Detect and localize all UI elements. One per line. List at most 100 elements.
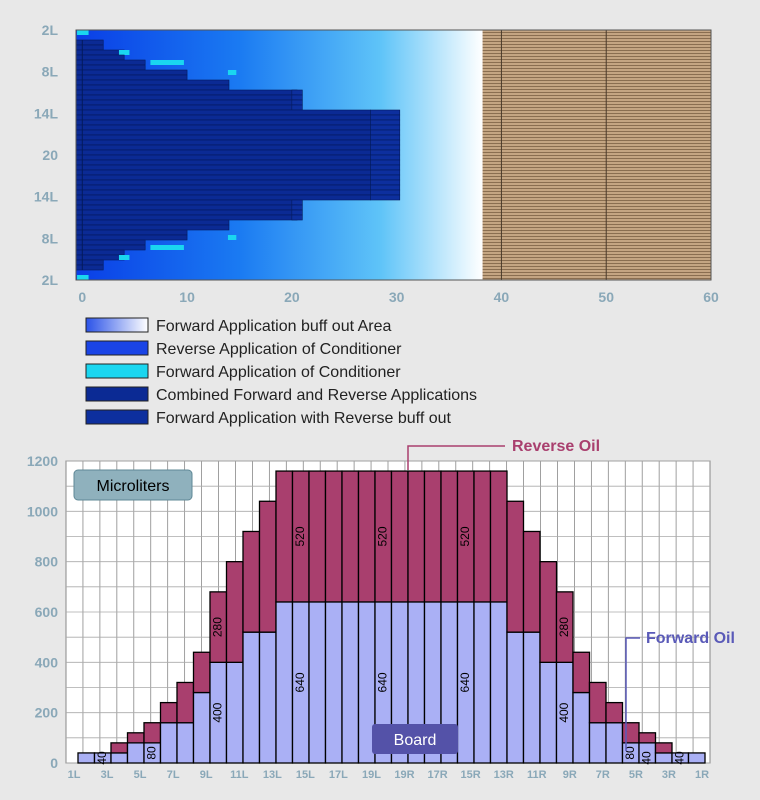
x-tick-label: 60 (703, 289, 719, 305)
reverse-oil-bar (341, 470, 360, 603)
x-tick-label: 20 (284, 289, 300, 305)
data-label: 40 (639, 751, 653, 765)
y-tick-label: 600 (35, 604, 59, 620)
forward-oil-bar (110, 752, 129, 764)
combined-row (75, 164, 371, 171)
forward-oil-bar (324, 601, 343, 764)
reverse-buff-out-row (370, 109, 401, 116)
combined-row (75, 134, 371, 141)
combined-row (75, 59, 146, 66)
y-tick-label: 400 (35, 654, 59, 670)
data-label: 640 (458, 672, 472, 692)
x-tick-label: 15L (296, 769, 315, 781)
data-label: 520 (458, 526, 472, 546)
x-tick-label: 19R (394, 769, 414, 781)
combined-row (75, 74, 188, 81)
x-tick-label: 7R (596, 769, 610, 781)
combined-row (75, 159, 371, 166)
combined-row (75, 39, 104, 46)
y-tick-label: 14L (34, 189, 59, 205)
forward-oil-bar (539, 661, 558, 764)
reverse-oil-bar (555, 591, 574, 663)
x-tick-label: 0 (78, 289, 86, 305)
combined-row (75, 199, 298, 206)
forward-oil-bar (654, 752, 673, 764)
forward-oil-bar (126, 742, 145, 764)
x-tick-label: 7L (167, 769, 180, 781)
unit-badge (73, 469, 193, 501)
combined-row (75, 224, 230, 231)
legend-swatch (85, 340, 149, 356)
y-tick-label: 1000 (27, 503, 58, 519)
combined-row (75, 189, 371, 196)
x-tick-label: 50 (598, 289, 614, 305)
legend-swatch (85, 363, 149, 379)
reverse-buff-out-row (291, 99, 303, 106)
reverse-buff-out-row (370, 149, 401, 156)
reverse-buff-out-row (370, 134, 401, 141)
forward-oil-bar (522, 631, 541, 764)
legend-label: Combined Forward and Reverse Application… (156, 387, 477, 404)
x-tick-label: 17L (329, 769, 348, 781)
legend-label: Forward Application with Reverse buff ou… (156, 410, 452, 427)
forward-oil-bar (242, 631, 261, 764)
x-tick-label: 1R (695, 769, 709, 781)
reverse-buff-out-row (291, 204, 303, 211)
reverse-buff-out-row (370, 129, 401, 136)
x-tick-label: 11L (230, 769, 249, 781)
x-tick-label: 17R (427, 769, 447, 781)
combined-row (75, 154, 371, 161)
plot-frame (75, 29, 712, 281)
combined-row (75, 214, 298, 221)
combined-row (75, 184, 371, 191)
top-heatmap-chart: 2L 8L 14L 20 14L 8L 2L 0 10 20 30 40 50 60 Forward App… (34, 22, 719, 427)
reverse-callout-line (407, 445, 505, 470)
combined-row (75, 89, 298, 96)
y-tick-label: 2L (42, 22, 59, 38)
forward-conditioner-cell (118, 50, 130, 55)
combined-row (75, 124, 371, 131)
reverse-buff-out-row (291, 94, 303, 101)
x-tick-label: 9L (200, 769, 213, 781)
reverse-buff-out-row (291, 214, 303, 221)
combined-row (75, 169, 371, 176)
reverse-oil-bar (539, 561, 558, 663)
forward-conditioner-cell (118, 255, 130, 260)
y-tick-label: 8L (42, 230, 59, 246)
reverse-oil-bar (126, 732, 145, 744)
combined-row (75, 234, 188, 241)
combined-row (75, 64, 146, 71)
data-label: 640 (293, 672, 307, 692)
reverse-buff-out-row (370, 169, 401, 176)
reverse-oil-bar (159, 701, 178, 724)
combined-row (75, 84, 230, 91)
reverse-oil-bar (506, 500, 525, 633)
reverse-buff-out-row (370, 144, 401, 151)
x-tick-label: 10 (179, 289, 195, 305)
reverse-buff-out-row (370, 119, 401, 126)
reverse-buff-out-row (370, 179, 401, 186)
reverse-oil-bar (308, 470, 327, 603)
data-label: 280 (210, 617, 224, 637)
board-badge (372, 724, 458, 754)
reverse-buff-out-row (370, 124, 401, 131)
y-tick-label: 14L (34, 105, 59, 121)
data-label: 40 (672, 751, 686, 765)
legend-label: Reverse Application of Conditioner (156, 341, 402, 358)
reverse-oil-bar (357, 470, 376, 603)
combined-row (75, 79, 230, 86)
reverse-oil-bar (242, 530, 261, 633)
combined-row (75, 129, 371, 136)
reverse-buff-out-row (370, 174, 401, 181)
reverse-buff-out-row (370, 194, 401, 201)
forward-oil-bar (572, 691, 591, 764)
y-tick-label: 2L (42, 272, 59, 288)
data-label: 400 (557, 702, 571, 722)
reverse-buff-out-row (370, 114, 401, 121)
reverse-oil-bar (654, 742, 673, 754)
x-tick-label: 30 (389, 289, 405, 305)
forward-oil-bar (258, 631, 277, 764)
data-label: 80 (144, 746, 158, 760)
reverse-buff-out-row (291, 209, 303, 216)
